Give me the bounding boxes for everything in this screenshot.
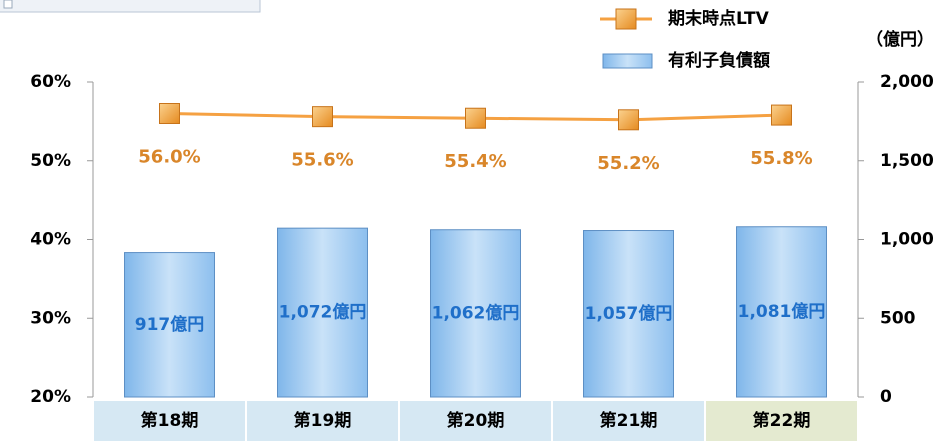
line-value-label: 55.6% [291, 150, 353, 171]
line-marker [159, 103, 180, 124]
y2-tick-label: 500 [880, 308, 916, 328]
legend-swatch [602, 53, 653, 69]
bar [736, 226, 827, 398]
bar-value-label: 1,081億円 [738, 301, 826, 322]
x-tick-label: 第21期 [600, 410, 658, 431]
y-tick-label: 60% [30, 72, 71, 92]
legend-marker [615, 8, 637, 30]
y-tick-label: 40% [30, 230, 71, 250]
panel-icon [3, 0, 13, 9]
line-marker [312, 106, 333, 128]
y2-tick-label: 1,500 [880, 151, 934, 171]
x-tick-label: 第19期 [294, 410, 352, 431]
line-value-label: 55.2% [597, 153, 659, 174]
bar [583, 230, 674, 398]
category-cell [553, 401, 704, 441]
x-tick-label: 第20期 [447, 410, 505, 431]
bar [430, 229, 521, 398]
y2-axis-label: （億円） [866, 29, 934, 50]
bar [277, 227, 368, 398]
line-marker [618, 109, 639, 131]
line-marker [465, 107, 486, 129]
line-marker [771, 104, 792, 126]
legend-label: 期末時点LTV [668, 8, 770, 29]
y-tick-label: 30% [30, 308, 71, 328]
y2-tick-label: 0 [880, 387, 892, 407]
line-value-label: 55.4% [444, 151, 506, 172]
line-value-label: 56.0% [138, 147, 200, 168]
panel-edge [0, 0, 261, 13]
category-cell [94, 401, 245, 441]
bar [124, 252, 215, 398]
category-cell [400, 401, 551, 441]
bar-value-label: 1,057億円 [585, 303, 673, 324]
y2-tick-label: 2,000 [880, 72, 934, 92]
category-cell [706, 401, 857, 441]
x-tick-label: 第22期 [753, 410, 811, 431]
category-cell [247, 401, 398, 441]
y2-tick-label: 1,000 [880, 230, 934, 250]
y-tick-label: 50% [30, 151, 71, 171]
x-tick-label: 第18期 [141, 410, 199, 431]
y-tick-label: 20% [30, 387, 71, 407]
bar-value-label: 917億円 [135, 314, 205, 335]
bar-value-label: 1,062億円 [432, 302, 520, 323]
legend-label: 有利子負債額 [668, 50, 770, 71]
line-value-label: 55.8% [750, 148, 812, 169]
bar-value-label: 1,072億円 [279, 302, 367, 323]
